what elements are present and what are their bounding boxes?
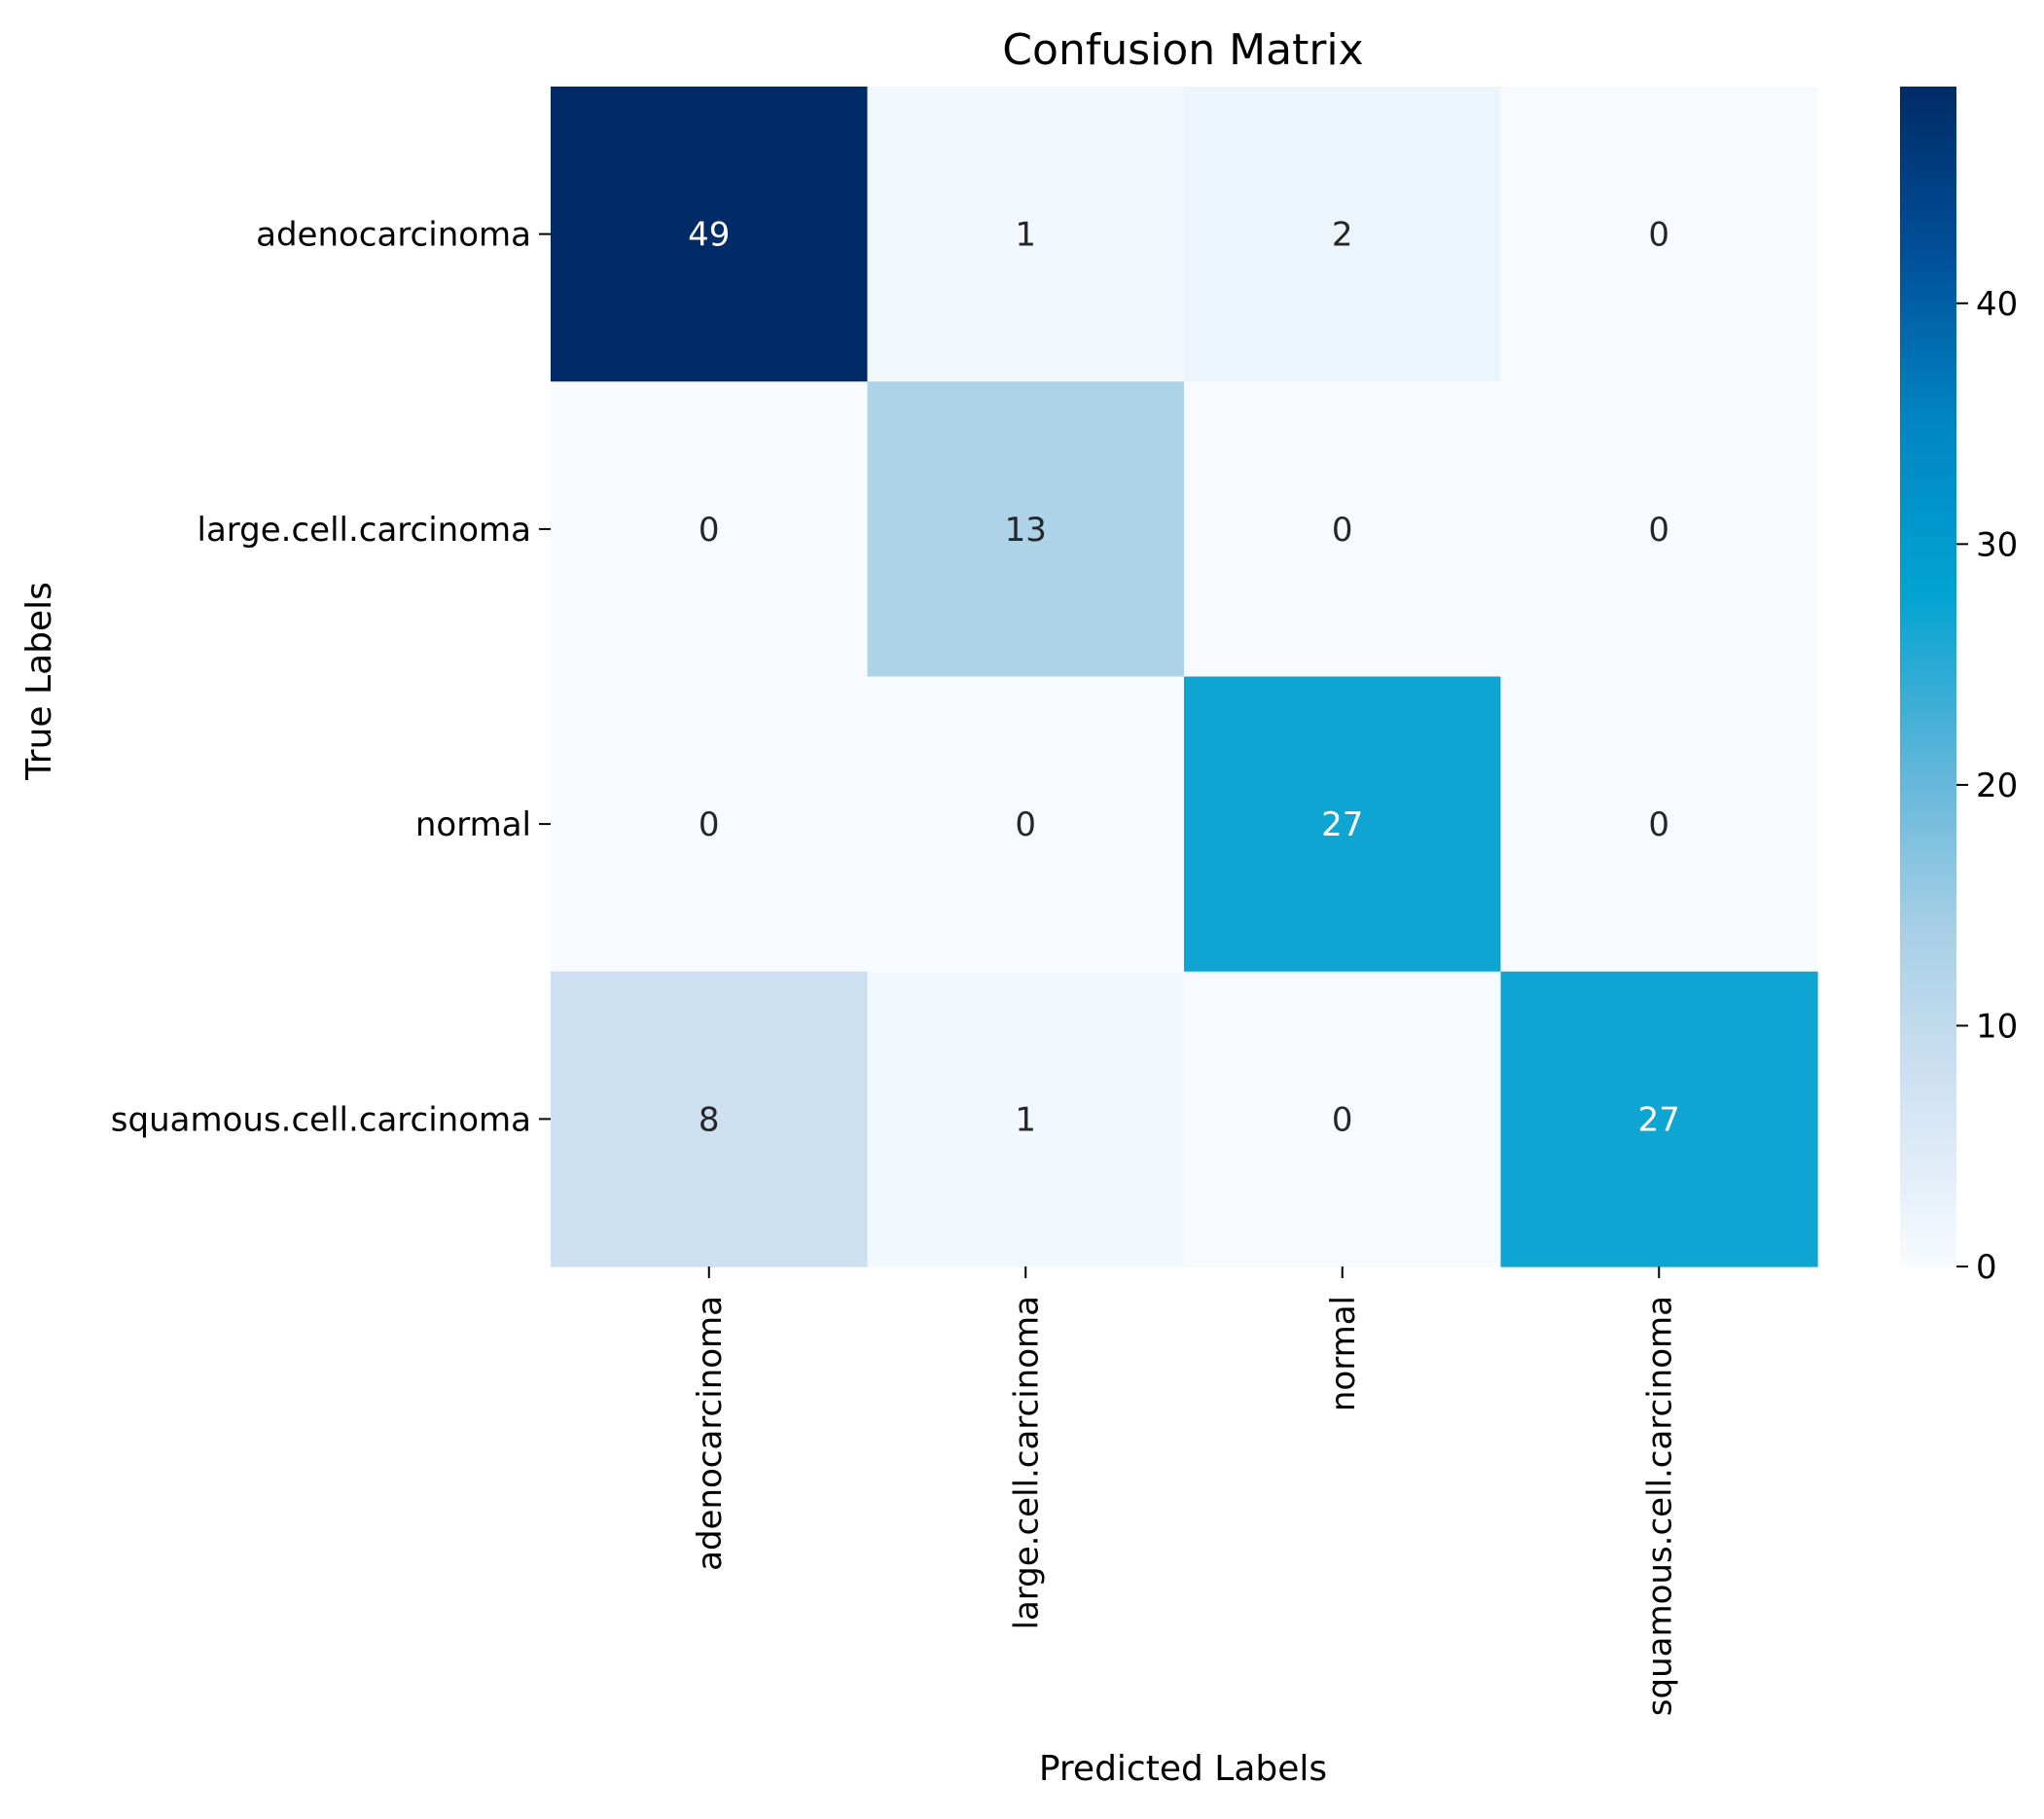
chart-title: Confusion Matrix [1002,25,1363,75]
cell-value-1-1: 13 [1005,511,1047,550]
x-axis: adenocarcinoma large.cell.carcinoma normal… [691,1266,1679,1716]
heatmap-cell-1-2 [1184,381,1502,678]
cell-value-3-3: 27 [1638,1100,1680,1139]
y-tick-label-3: squamous.cell.carcinoma [111,1100,531,1139]
cell-value-3-0: 8 [699,1100,720,1139]
heatmap-cell-0-0 [551,87,869,382]
heatmap-cell-1-0 [551,381,869,678]
colorbar: 0 10 20 30 40 [1900,87,2018,1287]
colorbar-tick-label-2: 20 [1976,767,2018,805]
cell-value-1-2: 0 [1332,511,1353,550]
colorbar-gradient [1900,87,1956,1266]
cell-value-0-3: 0 [1648,216,1669,255]
heatmap-cell-0-2 [1184,87,1502,382]
cell-value-1-0: 0 [699,511,720,550]
x-tick-label-0: adenocarcinoma [691,1296,730,1571]
heatmap-cell-2-2 [1184,676,1502,973]
y-tick-label-1: large.cell.carcinoma [197,511,532,550]
heatmap-cell-3-2 [1184,971,1502,1267]
colorbar-tick-label-0: 0 [1976,1248,1997,1287]
cell-value-1-3: 0 [1648,511,1669,550]
colorbar-tick-label-3: 30 [1976,525,2018,564]
heatmap-cell-2-1 [867,676,1185,973]
y-axis-label: True Labels [19,582,59,781]
y-axis: adenocarcinoma large.cell.carcinoma normal… [111,216,551,1139]
cell-value-2-0: 0 [699,805,720,844]
heatmap-cell-1-3 [1500,381,1818,678]
x-tick-label-1: large.cell.carcinoma [1007,1296,1046,1630]
y-tick-label-0: adenocarcinoma [256,216,531,255]
heatmap-cell-2-3 [1500,676,1818,973]
heatmap-cell-0-3 [1500,87,1818,382]
heatmap-cell-1-1 [867,381,1185,678]
colorbar-tick-label-1: 10 [1976,1007,2018,1046]
x-tick-label-3: squamous.cell.carcinoma [1640,1296,1679,1716]
cell-value-2-3: 0 [1648,805,1669,844]
heatmap-cell-3-0 [551,971,869,1267]
cell-value-2-1: 0 [1015,805,1036,844]
cell-value-3-2: 0 [1332,1100,1353,1139]
y-tick-label-2: normal [415,805,531,844]
x-tick-label-2: normal [1324,1296,1363,1411]
cell-labels: 49 1 2 0 0 13 0 0 0 0 27 0 8 1 0 27 [688,216,1680,1140]
cell-value-0-1: 1 [1015,216,1036,255]
heatmap-cell-0-1 [867,87,1185,382]
colorbar-tick-label-4: 40 [1976,285,2018,324]
cell-value-3-1: 1 [1015,1100,1036,1139]
heatmap-cell-2-0 [551,676,869,973]
cell-value-0-2: 2 [1332,216,1353,255]
x-axis-label: Predicted Labels [1039,1749,1327,1789]
heatmap-cell-3-3 [1500,971,1818,1267]
heatmap-cell-3-1 [867,971,1185,1267]
heatmap-cells [551,87,1818,1267]
cell-value-0-0: 49 [688,216,730,255]
cell-value-2-2: 27 [1321,805,1363,844]
